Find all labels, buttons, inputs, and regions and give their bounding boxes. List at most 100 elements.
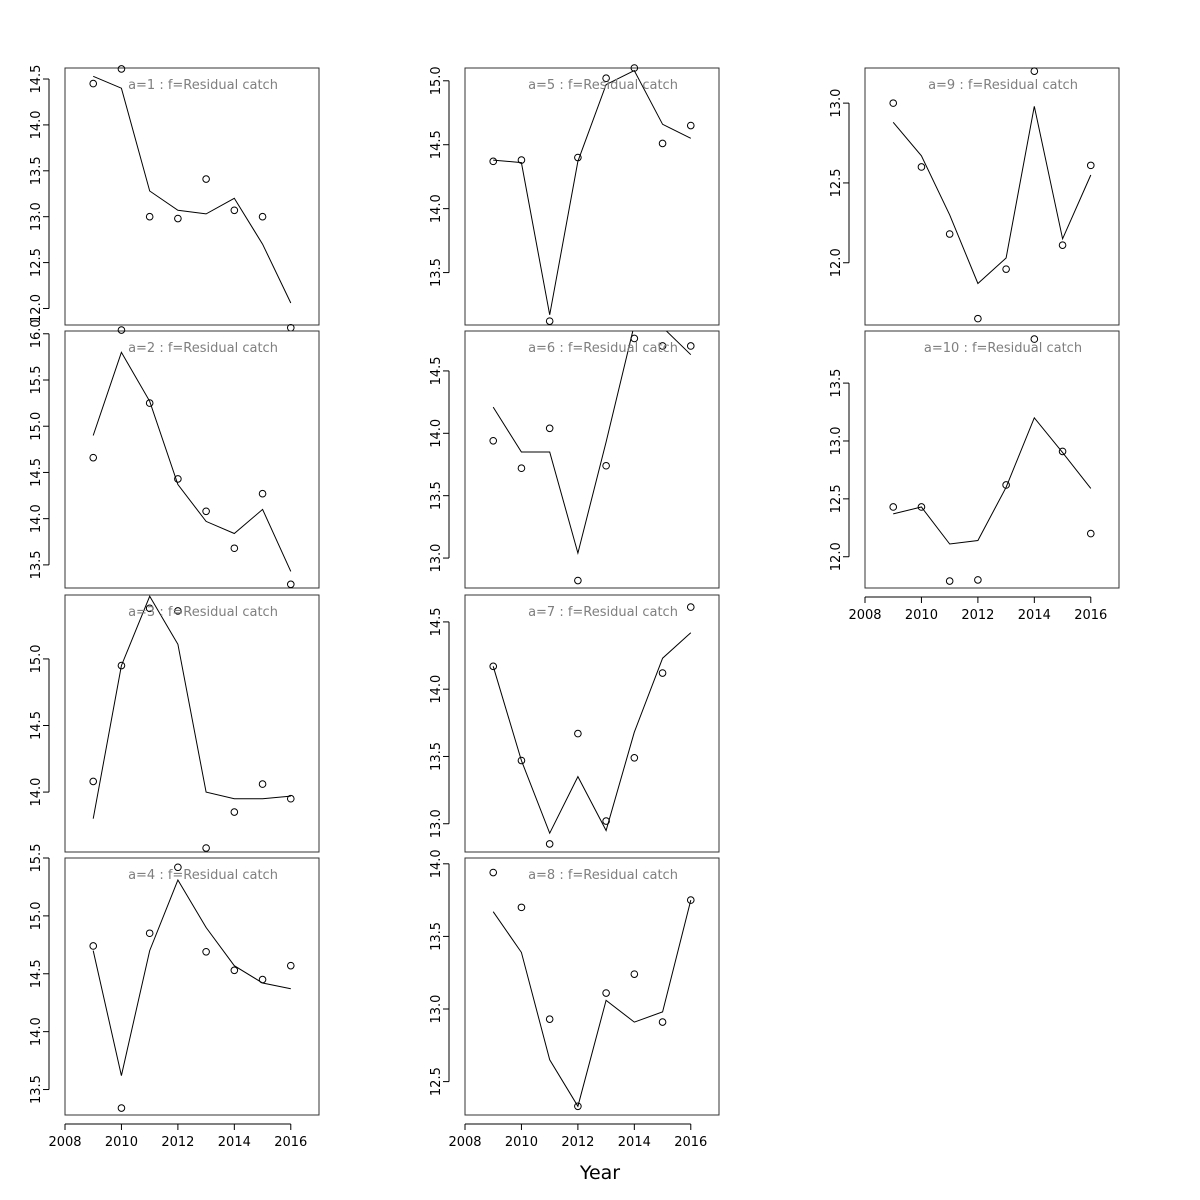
y-tick-label: 13.5 [429, 481, 444, 510]
x-axis-label: Year [579, 1162, 620, 1184]
y-tick-label: 13.0 [829, 89, 844, 118]
x-tick-label: 2016 [274, 1135, 307, 1150]
observed-point [574, 576, 582, 585]
fitted-line [93, 75, 292, 304]
y-tick-label: 12.5 [29, 248, 44, 277]
x-tick-label: 2008 [848, 608, 881, 623]
panel-frame [64, 330, 320, 589]
y-tick-label: 14.0 [29, 778, 44, 807]
y-tick-label: 14.5 [429, 130, 444, 159]
x-tick-label: 2008 [48, 1135, 81, 1150]
fitted-line [492, 899, 692, 1108]
y-tick-label: 14.0 [429, 194, 444, 223]
fitted-line [493, 69, 692, 315]
y-tick-label: 12.0 [29, 294, 44, 323]
panel-frame [64, 857, 320, 1116]
observed-point [117, 661, 126, 670]
y-tick-label: 14.5 [29, 711, 44, 740]
panel-data [493, 69, 692, 315]
observed-point [602, 461, 610, 470]
y-tick-label: 14.0 [29, 110, 44, 139]
observed-point [174, 214, 182, 223]
panel-data [492, 632, 692, 835]
y-tick-label: 14.5 [429, 356, 444, 385]
panel-data [492, 899, 692, 1108]
observed-point [489, 157, 498, 166]
y-tick-label: 16.0 [29, 319, 44, 348]
observed-point [1002, 481, 1010, 489]
panel-data [892, 106, 1092, 285]
y-tick-label: 13.5 [29, 550, 44, 579]
panel-frame [464, 594, 720, 853]
panel-frame [464, 857, 720, 1116]
observed-point [174, 607, 182, 615]
observed-point [1058, 241, 1067, 249]
observed-point [117, 65, 126, 73]
panel-frame [464, 67, 720, 326]
x-tick-label: 2016 [1074, 608, 1107, 623]
panel-title: a=10 : f=Residual catch [924, 341, 1082, 356]
x-tick-label: 2012 [161, 1135, 194, 1150]
panel-6: 13.0 13.5 14.0 14.5 a=6 : f=Residual catch [429, 330, 720, 589]
observed-point [286, 794, 295, 803]
observed-point [917, 503, 926, 511]
panel-8: 12.5 13.0 13.5 14.0 2008 2010 2012 2014 2016 a=8 … [429, 849, 720, 1150]
fitted-line [92, 878, 291, 1076]
panel-title: a=3 : f=Residual catch [128, 605, 278, 620]
observed-point [89, 942, 98, 950]
observed-point [202, 175, 210, 183]
panel-frame [864, 67, 1120, 326]
panel-9: 12.0 12.5 13.0 a=9 : f=Residual catch [829, 67, 1120, 326]
fitted-line [492, 331, 692, 556]
observed-point [517, 903, 526, 912]
observed-point [89, 79, 98, 88]
y-tick-label: 13.0 [429, 544, 444, 573]
observed-point [545, 840, 554, 848]
observed-point [117, 1104, 126, 1112]
observed-point [1086, 529, 1095, 538]
panel-frame [464, 330, 720, 589]
observed-point [202, 844, 210, 852]
panel-title: a=5 : f=Residual catch [528, 78, 678, 93]
observed-point [489, 662, 498, 671]
x-tick-label: 2016 [674, 1135, 707, 1150]
y-tick-label: 14.5 [29, 959, 44, 988]
observed-point [1030, 335, 1039, 343]
observed-point [145, 399, 154, 407]
y-tick-label: 13.5 [29, 156, 44, 185]
panel-title: a=4 : f=Residual catch [128, 868, 278, 883]
observed-point [1002, 265, 1010, 273]
x-tick-label: 2012 [561, 1135, 594, 1150]
observed-point [686, 896, 695, 904]
y-tick-label: 14.5 [29, 65, 44, 94]
observed-point [258, 975, 267, 984]
observed-point [89, 453, 98, 462]
observed-point [630, 334, 639, 343]
observed-point [630, 754, 639, 762]
observed-point [230, 966, 239, 975]
panel-data [92, 351, 292, 572]
panel-data [492, 331, 692, 556]
y-tick-label: 14.5 [29, 458, 44, 487]
y-tick-label: 12.5 [429, 1067, 444, 1096]
observed-point [630, 970, 639, 978]
observed-point [658, 669, 667, 677]
panel-2: 13.5 14.0 14.5 15.0 15.5 16.0 a=2 : f=Residual… [29, 319, 320, 589]
observed-point [1086, 161, 1095, 170]
observed-point [517, 756, 526, 765]
observed-point [286, 580, 295, 589]
observed-point [658, 139, 667, 148]
observed-point [117, 326, 126, 334]
observed-point [658, 342, 667, 350]
observed-point [889, 503, 898, 511]
y-tick-label: 14.5 [429, 607, 444, 636]
fitted-line [92, 595, 291, 819]
observed-point [145, 604, 154, 613]
y-tick-label: 13.0 [29, 202, 44, 231]
observed-point [89, 777, 98, 786]
observed-point [974, 314, 982, 323]
observed-point [686, 603, 695, 611]
observed-point [686, 121, 695, 130]
y-tick-label: 14.0 [429, 419, 444, 448]
